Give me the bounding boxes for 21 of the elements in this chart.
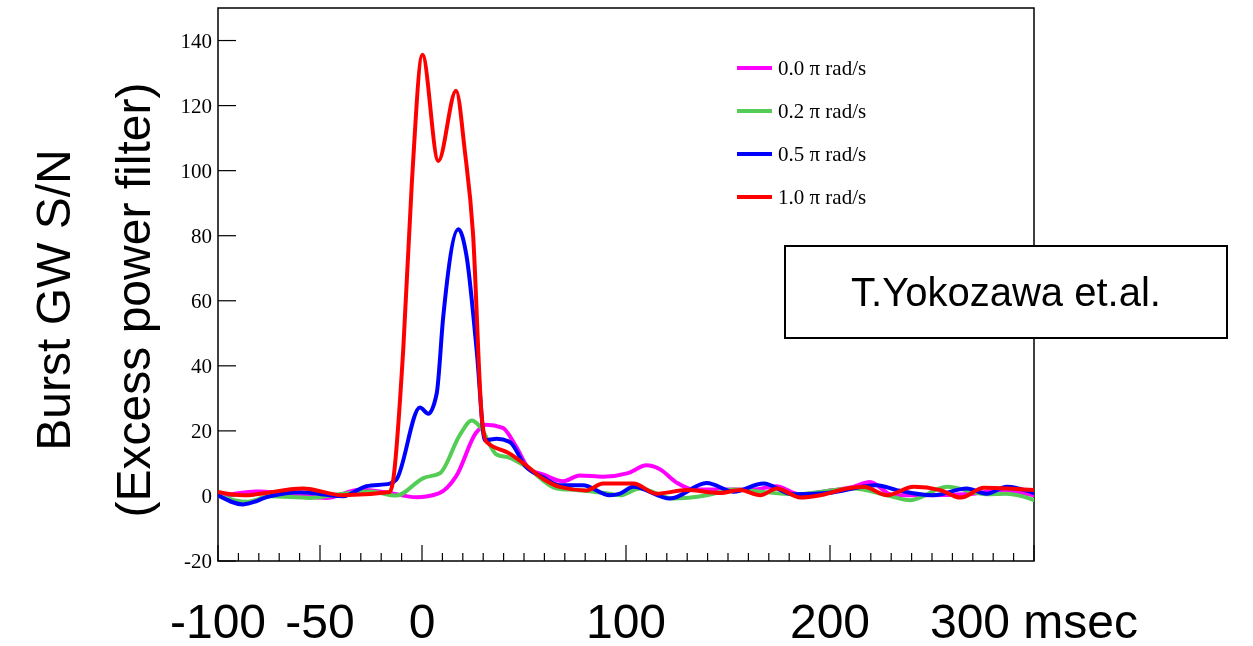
legend-label: 0.5 π rad/s [778,142,867,167]
legend-label: 1.0 π rad/s [778,185,867,210]
y-tick-label: 40 [191,354,212,379]
y-tick-label: 100 [180,159,212,183]
x-tick-label: -50 [285,595,355,646]
y-axis-title: Burst GW S/N (Excess power filter) [27,82,160,518]
x-tick-label: -100 [169,595,267,646]
y-tick-label: -20 [184,549,212,574]
y-tick-label: 120 [180,93,212,118]
legend-label: 0.2 π rad/s [778,99,867,124]
y-tick-label: 0 [201,484,212,509]
x-tick-label: 200 [789,595,871,646]
y-tick-label: 20 [191,419,212,444]
y-tick-label: 140 [180,28,212,53]
legend-label: 0.0 π rad/s [778,56,867,81]
y-tick-label: 80 [191,224,212,249]
x-tick-label: 100 [585,595,667,646]
annotation: T.Yokozawa et.al. [851,270,1161,314]
x-tick-label: 0 [408,595,436,646]
y-tick-label: 60 [191,289,212,314]
x-tick-label: 300 msec [929,595,1139,646]
